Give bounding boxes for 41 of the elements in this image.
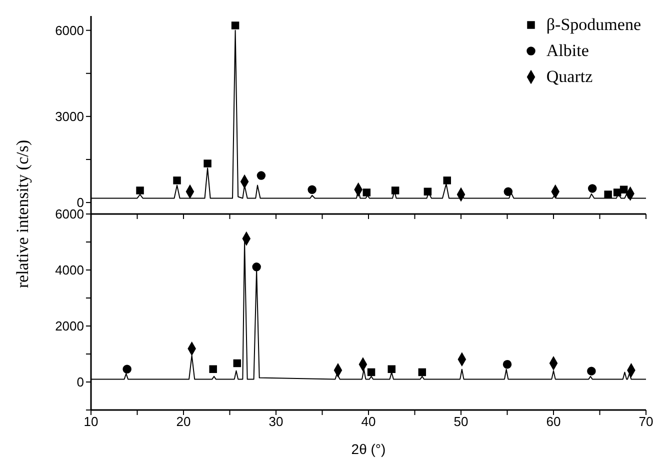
point: [204, 160, 212, 168]
point: [418, 368, 426, 376]
point: [588, 184, 597, 193]
point: [209, 365, 217, 373]
point: [620, 186, 628, 194]
point: [388, 365, 396, 373]
point: [443, 176, 451, 184]
point: [604, 190, 612, 198]
y-tick-label: 0: [76, 374, 84, 390]
y-axis-title: relative intensity (c/s): [13, 140, 33, 288]
x-tick-label: 60: [546, 414, 561, 430]
x-tick-label: 30: [268, 414, 284, 430]
point: [252, 262, 261, 272]
point: [256, 171, 266, 180]
x-tick-label: 20: [176, 414, 191, 430]
legend-label: β-Spodumene: [546, 14, 641, 36]
legend-label: Quartz: [546, 66, 593, 88]
point: [308, 185, 316, 194]
point: [502, 360, 512, 369]
y-tick-label: 4000: [55, 262, 84, 278]
point: [136, 186, 144, 194]
x-tick-label: 70: [638, 414, 653, 430]
x-tick-label: 40: [361, 414, 376, 430]
point: [587, 366, 596, 376]
x-tick-label: 50: [454, 414, 468, 430]
point: [504, 187, 513, 196]
y-tick-label: 2000: [55, 318, 84, 334]
y-tick-label: 3000: [55, 109, 84, 124]
y-tick-label: 6000: [55, 22, 84, 38]
point: [367, 368, 376, 376]
point: [233, 359, 242, 368]
point: [613, 188, 622, 196]
point: [391, 186, 400, 194]
point: [362, 188, 371, 196]
point: [231, 22, 240, 30]
x-axis-title: 2θ (°): [351, 441, 386, 457]
point: [173, 176, 181, 184]
point: [424, 188, 432, 196]
x-tick-label: 10: [84, 414, 98, 430]
point: [122, 364, 132, 374]
legend-label: Albite: [546, 40, 589, 62]
